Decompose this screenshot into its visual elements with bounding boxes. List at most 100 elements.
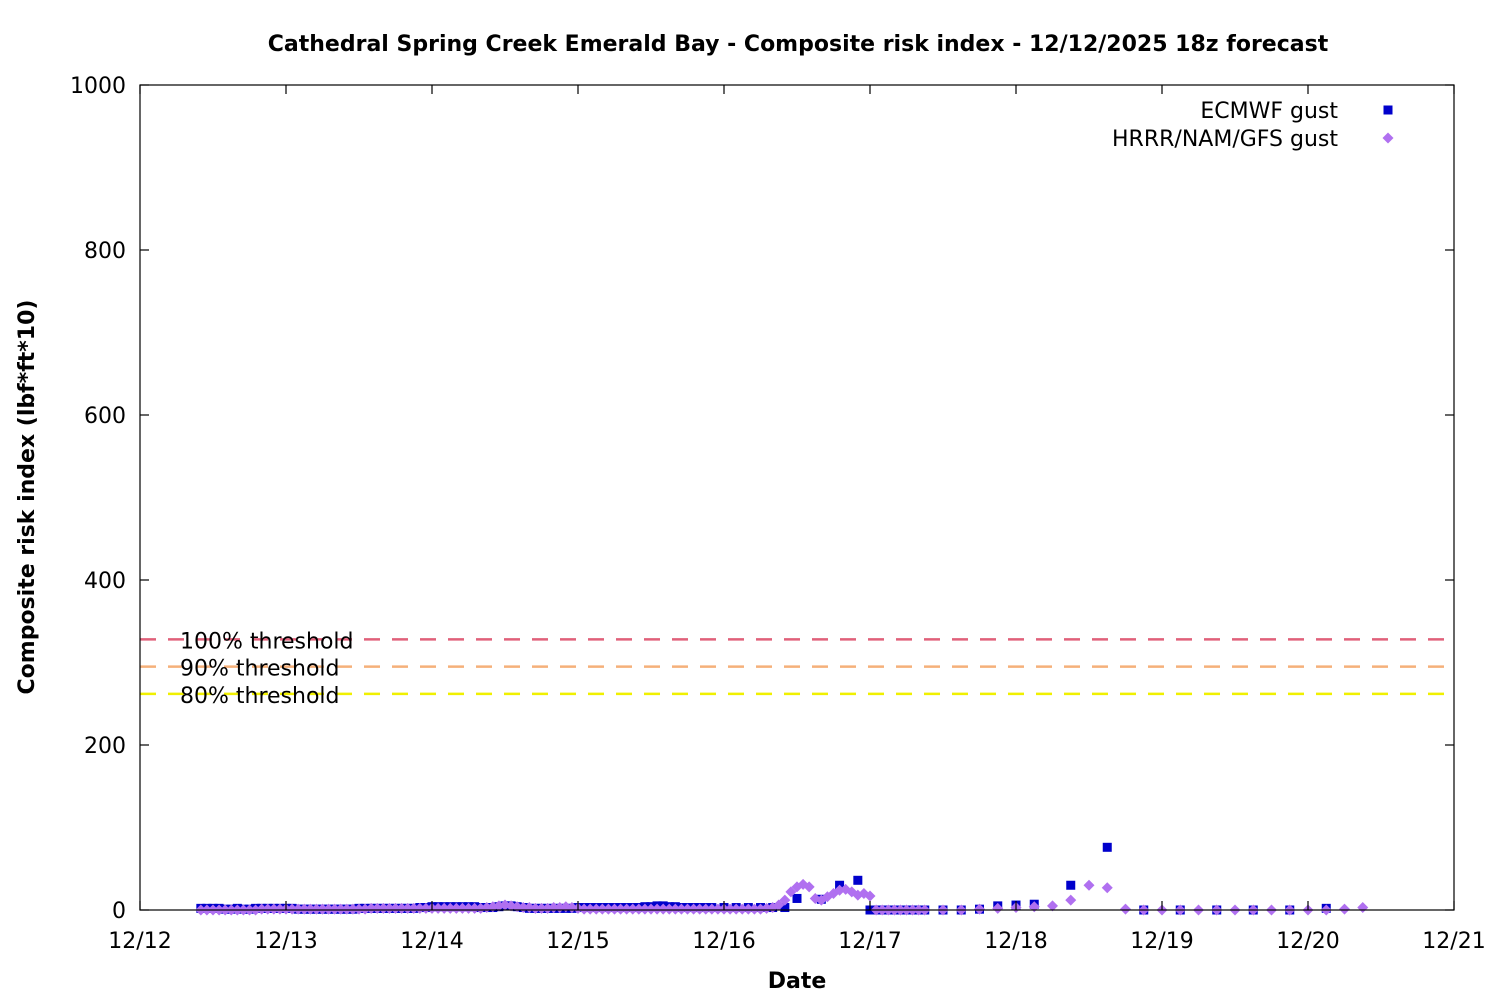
ecmwf-point [1102, 842, 1112, 852]
hrrr-point [615, 903, 627, 915]
hrrr-point [408, 902, 420, 914]
hrrr-point [529, 902, 541, 914]
hrrr-point [578, 903, 590, 915]
chart-legend: ECMWF gust HRRR/NAM/GFS gust [1112, 99, 1394, 152]
hrrr-point [317, 903, 328, 915]
hrrr-point [779, 894, 791, 906]
hrrr-point [663, 903, 675, 915]
hrrr-point [1083, 879, 1095, 891]
y-tick-label: 1000 [70, 74, 126, 99]
ecmwf-point [853, 875, 863, 885]
hrrr-point [992, 902, 1004, 914]
hrrr-point [742, 903, 754, 915]
hrrr-point [420, 902, 432, 914]
hrrr-point [1101, 882, 1113, 894]
threshold-label: 100% threshold [180, 629, 354, 654]
x-tick-label: 12/21 [1422, 929, 1485, 954]
hrrr-point [304, 903, 316, 915]
hrrr-point [286, 903, 298, 915]
hrrr-point [657, 903, 669, 915]
hrrr-point [669, 903, 681, 915]
y-tick-label: 600 [84, 404, 126, 429]
hrrr-point [536, 902, 547, 914]
hrrr-point [371, 902, 383, 914]
hrrr-point [1120, 903, 1131, 915]
hrrr-point [706, 903, 718, 915]
hrrr-point [262, 903, 274, 915]
x-tick-label: 12/15 [546, 929, 609, 954]
hrrr-point [712, 903, 724, 915]
y-axis-label: Composite risk index (lbf*ft*10) [15, 300, 40, 695]
ecmwf-point [780, 903, 790, 913]
hrrr-point [694, 903, 706, 915]
y-tick-label: 0 [112, 899, 126, 924]
chart-title: Cathedral Spring Creek Emerald Bay - Com… [268, 32, 1329, 57]
hrrr-point [292, 903, 304, 915]
hrrr-point [736, 903, 748, 915]
hrrr-point [773, 899, 785, 911]
y-tick-label: 200 [84, 734, 126, 759]
legend-hrrr-marker [1382, 132, 1394, 144]
hrrr-point [1339, 903, 1350, 915]
threshold-label: 90% threshold [180, 657, 340, 682]
y-axis-ticks: 0 200 400 600 800 1000 [70, 74, 1454, 924]
x-tick-label: 12/18 [984, 929, 1047, 954]
hrrr-point [785, 886, 797, 898]
hrrr-point [438, 902, 450, 914]
hrrr-point [1047, 900, 1058, 912]
hrrr-point [682, 903, 693, 915]
hrrr-point [298, 903, 310, 915]
y-tick-label: 800 [84, 239, 126, 264]
hrrr-point [323, 903, 335, 915]
ecmwf-series [196, 842, 1331, 915]
hrrr-point [621, 903, 633, 915]
hrrr-point [1065, 894, 1077, 906]
hrrr-point [1357, 902, 1369, 914]
hrrr-point [700, 903, 712, 915]
legend-ecmwf-marker [1383, 105, 1393, 115]
legend-label: ECMWF gust [1200, 99, 1338, 124]
hrrr-point [748, 903, 760, 915]
hrrr-point [383, 902, 395, 914]
hrrr-point [365, 902, 377, 914]
hrrr-point [396, 902, 408, 914]
hrrr-point [329, 903, 341, 915]
legend-label: HRRR/NAM/GFS gust [1112, 127, 1338, 152]
hrrr-point [730, 903, 742, 915]
x-tick-label: 12/14 [400, 929, 463, 954]
hrrr-point [602, 903, 614, 915]
hrrr-point [450, 902, 462, 914]
hrrr-point [456, 902, 468, 914]
x-tick-label: 12/13 [254, 929, 317, 954]
threshold-label: 80% threshold [180, 684, 340, 709]
ecmwf-point [792, 893, 802, 903]
hrrr-point [688, 903, 700, 915]
hrrr-point [347, 903, 359, 915]
hrrr-point [335, 903, 347, 915]
hrrr-point [596, 903, 608, 915]
hrrr-point [310, 903, 322, 915]
hrrr-point [256, 903, 268, 915]
hrrr-point [390, 902, 401, 914]
hrrr-point [584, 903, 596, 915]
x-tick-label: 12/19 [1130, 929, 1193, 954]
hrrr-point [974, 903, 985, 915]
hrrr-point [444, 902, 456, 914]
hrrr-point [675, 903, 687, 915]
hrrr-point [724, 903, 736, 915]
hrrr-point [268, 903, 280, 915]
hrrr-point [864, 890, 876, 902]
x-axis-ticks: 12/12 12/13 12/14 12/15 12/16 12/17 12/18 12/19… [108, 85, 1486, 954]
hrrr-point [414, 902, 426, 914]
hrrr-point [633, 903, 645, 915]
hrrr-point [432, 902, 444, 914]
hrrr-point [590, 903, 602, 915]
hrrr-point [402, 902, 414, 914]
x-tick-label: 12/20 [1276, 929, 1339, 954]
hrrr-point [274, 903, 286, 915]
hrrr-point [651, 903, 663, 915]
hrrr-point [341, 903, 353, 915]
hrrr-point [377, 902, 389, 914]
